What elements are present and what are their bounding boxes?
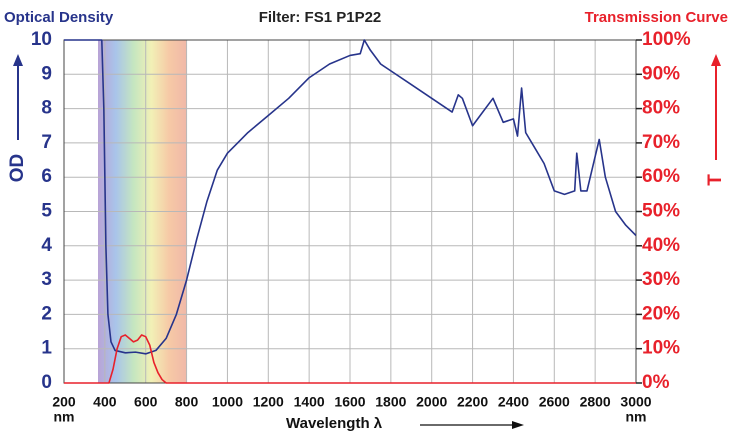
x-arrow bbox=[420, 421, 524, 429]
y-tick-label: 2 bbox=[41, 303, 52, 324]
x-tick-label: 1400 bbox=[294, 394, 325, 410]
x-tick-label: 2800 bbox=[580, 394, 611, 410]
y-tick-label: 8 bbox=[41, 98, 52, 119]
y2-arrow bbox=[711, 54, 721, 160]
x-tick-label: 2400 bbox=[498, 394, 529, 410]
data-line bbox=[64, 39, 636, 355]
y-tick-label: 7 bbox=[41, 132, 52, 153]
x-axis-label: Wavelength λ bbox=[286, 415, 383, 432]
y2-tick-label: 100% bbox=[642, 29, 691, 50]
y2-tick-label: 70% bbox=[642, 132, 680, 153]
x-tick-label: 200 bbox=[52, 394, 76, 410]
x-tick-label: 2200 bbox=[457, 394, 488, 410]
y2-tick-label: 20% bbox=[642, 303, 680, 324]
y-axis-title: Optical Density bbox=[4, 9, 114, 26]
x-tick-label: 1600 bbox=[334, 394, 365, 410]
x-tick-label: 600 bbox=[134, 394, 158, 410]
x-tick-label: 800 bbox=[175, 394, 199, 410]
y2-tick-label: 0% bbox=[642, 372, 670, 393]
y2-tick-label: 90% bbox=[642, 63, 680, 84]
y-tick-label: 1 bbox=[41, 338, 52, 359]
data-line bbox=[64, 334, 636, 384]
y2-tick-label: 30% bbox=[642, 269, 680, 290]
y-tick-label: 5 bbox=[41, 201, 52, 222]
x-tick-label: 2600 bbox=[539, 394, 570, 410]
x-tick-label: 1000 bbox=[212, 394, 243, 410]
x-tick-label: 1800 bbox=[375, 394, 406, 410]
x-tick-label: 1200 bbox=[253, 394, 284, 410]
y2-tick-label: 80% bbox=[642, 98, 680, 119]
chart-title: Filter: FS1 P1P22 bbox=[259, 9, 382, 26]
x-tick-label: 2000 bbox=[416, 394, 447, 410]
y-tick-label: 3 bbox=[41, 269, 52, 290]
x-tick-label: 400 bbox=[93, 394, 117, 410]
y-axis-label: OD bbox=[7, 154, 28, 183]
y-arrow bbox=[13, 54, 23, 140]
y-tick-label: 10 bbox=[31, 29, 52, 50]
y-tick-label: 0 bbox=[41, 372, 52, 393]
y2-axis-label: T bbox=[705, 174, 726, 186]
y-tick-label: 6 bbox=[41, 166, 52, 187]
y2-tick-label: 10% bbox=[642, 338, 680, 359]
y2-tick-label: 60% bbox=[642, 166, 680, 187]
y-tick-label: 4 bbox=[41, 235, 52, 256]
x-tick-label: 3000 bbox=[620, 394, 651, 410]
y2-tick-label: 40% bbox=[642, 235, 680, 256]
x-unit: nm bbox=[626, 409, 647, 425]
y2-axis-title: Transmission Curve bbox=[585, 9, 728, 26]
y2-tick-label: 50% bbox=[642, 201, 680, 222]
x-unit: nm bbox=[54, 409, 75, 425]
y-tick-label: 9 bbox=[41, 63, 52, 84]
